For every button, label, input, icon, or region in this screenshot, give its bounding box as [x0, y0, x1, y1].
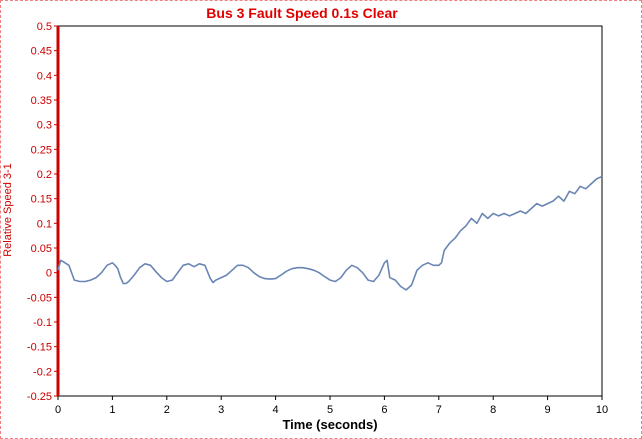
x-tick-label: 4 — [273, 404, 279, 416]
y-tick-label: 0.5 — [37, 21, 52, 33]
x-axis-ticks: 0 1 2 3 4 5 6 7 8 9 10 — [55, 396, 608, 416]
y-tick-label: 0.15 — [31, 194, 52, 206]
y-tick-label: 0.45 — [31, 46, 52, 58]
y-tick-label: -0.2 — [33, 366, 52, 378]
x-axis-label: Time (seconds) — [282, 417, 377, 432]
x-tick-label: 5 — [327, 404, 333, 416]
y-tick-label: 0.05 — [31, 243, 52, 255]
y-tick-label: 0.4 — [37, 70, 52, 82]
y-tick-label: 0.1 — [37, 218, 52, 230]
y-tick-label: 0 — [46, 268, 52, 280]
x-tick-label: 6 — [381, 404, 387, 416]
x-tick-label: 0 — [55, 404, 61, 416]
x-tick-label: 10 — [596, 404, 608, 416]
y-tick-label: -0.25 — [27, 391, 52, 403]
x-tick-label: 9 — [545, 404, 551, 416]
x-tick-label: 1 — [109, 404, 115, 416]
y-tick-label: -0.05 — [27, 292, 52, 304]
series-line — [57, 175, 603, 291]
x-tick-label: 7 — [436, 404, 442, 416]
chart-title: Bus 3 Fault Speed 0.1s Clear — [206, 5, 398, 21]
y-tick-label: 0.3 — [37, 120, 52, 132]
series-group — [57, 175, 603, 291]
y-tick-label: -0.15 — [27, 342, 52, 354]
y-tick-label: 0.2 — [37, 169, 52, 181]
x-tick-label: 2 — [164, 404, 170, 416]
x-tick-label: 3 — [218, 404, 224, 416]
x-tick-label: 8 — [490, 404, 496, 416]
y-tick-label: 0.25 — [31, 144, 52, 156]
y-tick-label: 0.35 — [31, 95, 52, 107]
y-tick-label: -0.1 — [33, 317, 52, 329]
y-axis-ticks: 0.5 0.45 0.4 0.35 0.3 0.25 0.2 0.15 0.1 0.05 0 -0.0… — [27, 21, 58, 403]
y-axis-label: Relative Speed 3-1 — [2, 163, 14, 257]
